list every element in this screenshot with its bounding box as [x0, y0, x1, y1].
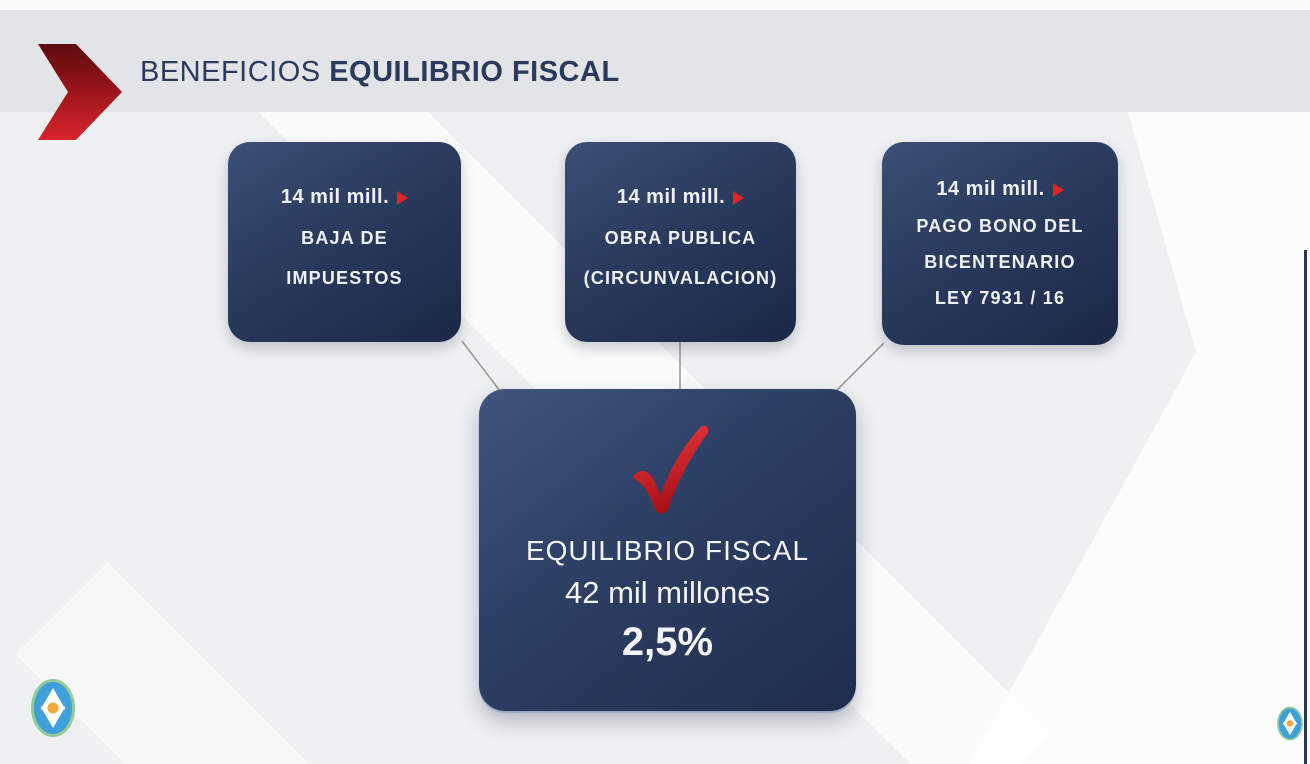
benefit-box-pago-bono: 14 mil mill. PAGO BONO DEL BICENTENARIO …: [882, 142, 1118, 345]
red-play-triangle-icon: [397, 191, 409, 205]
red-play-triangle-icon: [1052, 183, 1064, 197]
result-percent: 2,5%: [621, 620, 714, 664]
star-oval-emblem-icon: [31, 679, 75, 737]
result-box-equilibrio-fiscal: EQUILIBRIO FISCAL 42 mil millones 2,5%: [479, 389, 856, 711]
result-title: EQUILIBRIO FISCAL: [525, 535, 810, 566]
benefit-line: PAGO BONO DEL: [916, 216, 1084, 236]
benefit-line: (CIRCUNVALACION): [583, 268, 778, 288]
brand-chevron-icon: [38, 44, 122, 140]
page-title: BENEFICIOS EQUILIBRIO FISCAL: [140, 56, 620, 89]
benefit-line: BICENTENARIO: [924, 252, 1076, 272]
red-checkmark-icon: [632, 425, 708, 514]
background-chevron-wedge: [970, 112, 1310, 764]
benefit-line: OBRA PUBLICA: [604, 228, 757, 248]
benefit-amount-row: 14 mil mill.: [936, 178, 1064, 201]
benefit-amount-row: 14 mil mill.: [280, 186, 409, 209]
benefit-line: LEY 7931 / 16: [934, 288, 1066, 308]
page-title-regular: BENEFICIOS: [140, 56, 321, 88]
benefit-amount: 14 mil mill.: [616, 186, 726, 208]
background-watermark-layer: [0, 112, 1310, 764]
red-play-triangle-icon: [733, 191, 745, 205]
top-strip: [0, 0, 1310, 10]
benefit-line: BAJA DE: [301, 228, 388, 248]
benefit-amount: 14 mil mill.: [936, 178, 1045, 200]
benefit-line: IMPUESTOS: [286, 268, 403, 288]
right-edge-line: [1304, 250, 1307, 764]
result-amount: 42 mil millones: [564, 575, 770, 610]
page-title-bold: EQUILIBRIO FISCAL: [329, 56, 620, 88]
benefit-box-obra-publica: 14 mil mill. OBRA PUBLICA (CIRCUNVALACIO…: [565, 142, 796, 342]
star-oval-emblem-icon: [1277, 706, 1303, 741]
benefit-amount-row: 14 mil mill.: [616, 186, 745, 209]
header-bar: [0, 10, 1310, 112]
benefit-amount: 14 mil mill.: [280, 186, 390, 208]
benefit-box-baja-impuestos: 14 mil mill. BAJA DE IMPUESTOS: [228, 142, 461, 342]
